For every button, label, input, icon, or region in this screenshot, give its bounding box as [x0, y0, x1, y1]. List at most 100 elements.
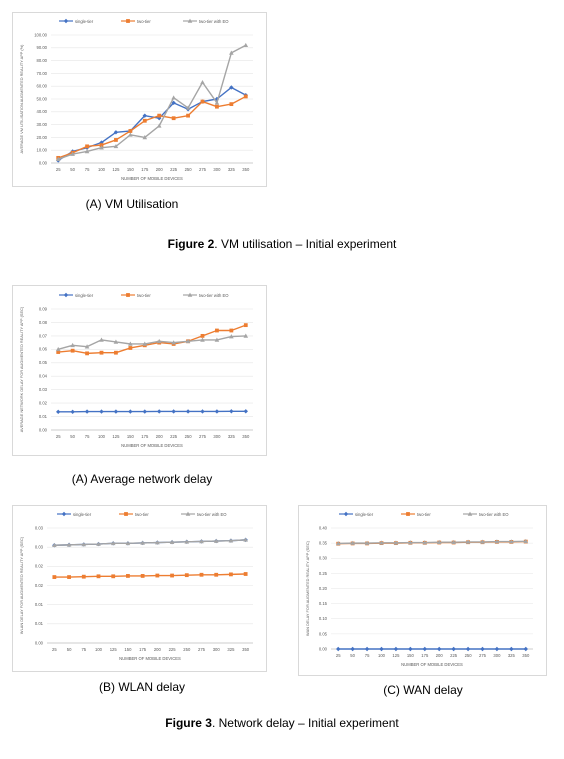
chart-panel-vm-utilisation: single-tier two-tier two-tier with EO 0.00 1… [12, 12, 267, 187]
y-tick-label-2: 0.02 [39, 401, 48, 406]
x-tick-label-1: 50 [70, 167, 75, 172]
chart-legend: single-tier two-tier two-tier with EO [59, 18, 229, 24]
data-point-1-2 [85, 351, 89, 356]
data-point-1-9 [186, 113, 190, 118]
y-tick-label-2: 20.00 [37, 135, 48, 140]
data-point-2-3 [96, 541, 101, 546]
data-point-0-13 [523, 646, 528, 652]
series-2 [335, 538, 529, 546]
y-tick-label-2: 0.10 [319, 616, 328, 621]
x-tick-label-12: 325 [228, 434, 236, 439]
figure-2-label: Figure 2 [167, 237, 215, 251]
data-point-2-2 [84, 149, 90, 154]
data-point-0-2 [364, 646, 370, 652]
data-point-0-8 [171, 409, 176, 414]
data-point-0-10 [480, 646, 485, 652]
data-point-2-2 [81, 542, 87, 547]
data-point-1-5 [126, 574, 130, 578]
y-tick-label-3: 0.03 [39, 387, 48, 392]
data-point-2-2 [364, 540, 370, 545]
data-point-1-7 [155, 573, 160, 578]
y-tick-label-5: 0.25 [319, 571, 328, 576]
data-point-0-1 [350, 646, 355, 652]
x-tick-label-0: 25 [52, 647, 57, 652]
data-point-2-4 [393, 540, 399, 545]
series-0 [336, 646, 528, 652]
x-tick-label-6: 175 [139, 647, 147, 652]
data-point-2-10 [200, 79, 205, 85]
series-2 [52, 537, 248, 548]
data-point-0-8 [171, 100, 176, 106]
legend-label-0: single-tier [73, 512, 92, 517]
x-tick-label-3: 100 [98, 167, 106, 172]
x-tick-label-12: 325 [508, 653, 516, 658]
x-tick-label-0: 25 [56, 167, 61, 172]
data-point-1-12 [229, 102, 234, 107]
data-point-0-12 [229, 85, 234, 90]
data-point-1-8 [170, 573, 174, 578]
y-tick-label-1: 0.01 [39, 414, 48, 419]
data-point-2-4 [113, 143, 119, 149]
x-tick-label-4: 125 [110, 647, 118, 652]
y-tick-label-6: 0.06 [39, 347, 48, 352]
data-point-0-5 [128, 409, 133, 414]
series-0 [56, 409, 248, 415]
y-tick-label-8: 0.40 [319, 525, 328, 530]
y-tick-label-0: 0.00 [319, 646, 328, 651]
data-point-1-8 [171, 116, 176, 121]
data-point-0-12 [509, 646, 514, 652]
data-point-0-12 [229, 409, 234, 414]
x-tick-label-6: 175 [141, 434, 149, 439]
x-tick-label-0: 25 [336, 653, 341, 658]
data-point-2-4 [110, 540, 116, 546]
data-point-0-7 [157, 409, 162, 414]
data-point-2-1 [70, 342, 75, 348]
y-tick-label-3: 30.00 [37, 122, 48, 127]
data-point-2-4 [113, 339, 119, 344]
data-point-0-11 [214, 409, 220, 414]
data-point-2-10 [199, 539, 204, 544]
x-tick-label-10: 275 [199, 167, 207, 172]
data-point-2-13 [523, 538, 529, 544]
x-tick-label-8: 225 [170, 434, 178, 439]
y-tick-label-2: 0.01 [35, 602, 44, 607]
x-tick-label-11: 300 [213, 647, 221, 652]
data-point-2-11 [214, 337, 220, 342]
y-tick-label-6: 0.30 [319, 556, 328, 561]
y-tick-label-7: 0.35 [319, 541, 328, 546]
data-point-2-9 [185, 105, 191, 110]
legend-label-1: two-tier [137, 19, 151, 24]
data-point-0-0 [336, 646, 341, 652]
chart-legend: single-tier two-tier two-tier with EO [59, 292, 229, 298]
data-point-2-12 [229, 50, 234, 55]
y-axis: 0.00 10.00 20.00 30.00 40.00 50.00 60.00 70.00 8… [34, 32, 253, 165]
x-tick-label-8: 225 [170, 167, 178, 172]
x-tick-label-13: 350 [242, 434, 250, 439]
x-tick-label-4: 125 [112, 167, 120, 172]
figure-2-caption: Figure 2. VM utilisation – Initial exper… [0, 237, 564, 251]
y-axis-title: AVERAGE NETWORK DELAY FOR AUGMENTED REAL… [19, 306, 24, 432]
x-tick-label-10: 275 [479, 653, 487, 658]
data-point-2-9 [184, 539, 190, 544]
data-point-1-2 [81, 574, 86, 579]
data-point-2-10 [480, 539, 485, 544]
x-tick-label-11: 300 [213, 434, 221, 439]
y-tick-label-7: 70.00 [37, 71, 48, 76]
series-line-1 [57, 95, 247, 159]
y-tick-label-4: 0.04 [39, 374, 48, 379]
data-point-2-8 [171, 95, 176, 100]
data-point-2-10 [200, 337, 205, 342]
data-point-0-9 [465, 646, 471, 652]
data-point-0-6 [142, 409, 147, 414]
data-point-2-12 [509, 539, 514, 544]
x-tick-label-7: 200 [156, 434, 164, 439]
x-tick-label-4: 125 [112, 434, 120, 439]
data-point-2-8 [171, 340, 176, 345]
data-point-2-8 [169, 539, 175, 544]
x-tick-label-7: 200 [154, 647, 162, 652]
x-tick-label-11: 300 [213, 167, 221, 172]
chart-network-delay: single-tier two-tier two-tier with EO0.000… [19, 292, 253, 448]
x-tick-label-10: 275 [199, 434, 207, 439]
x-tick-label-12: 325 [228, 167, 236, 172]
x-tick-label-7: 200 [156, 167, 164, 172]
